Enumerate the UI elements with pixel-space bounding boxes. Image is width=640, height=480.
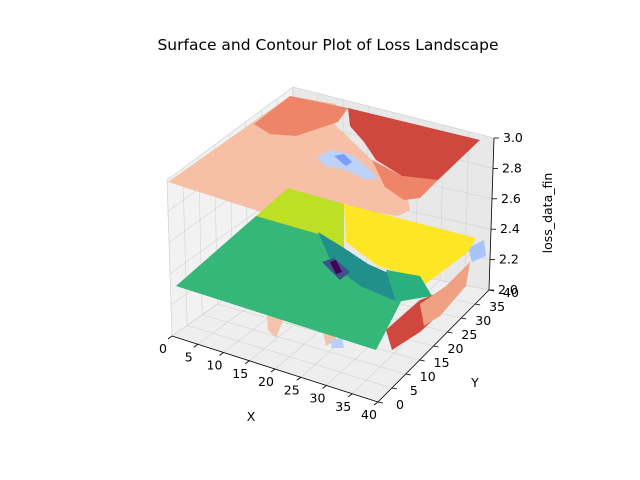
grid-line: [187, 325, 392, 389]
x-tick-mark: [219, 352, 224, 356]
grid-line: [292, 86, 495, 139]
x-tick-mark: [322, 385, 327, 389]
z-tick-label: 2.2: [499, 252, 519, 267]
x-tick-mark: [348, 393, 353, 398]
y-tick-mark: [391, 387, 397, 390]
z-tick-label: 2.4: [500, 221, 520, 236]
y-tick-label: 25: [461, 327, 477, 342]
y-tick-label: 5: [410, 383, 418, 398]
x-tick-mark: [167, 335, 173, 340]
z-axis-line: [488, 137, 495, 291]
z-tick-label: 2.8: [502, 160, 522, 175]
loss-surface: [176, 188, 476, 350]
y-tick-label: 15: [434, 355, 450, 370]
y-tick-label: 20: [448, 341, 464, 356]
z-tick-label: 2.0: [498, 282, 518, 297]
y-tick-mark: [488, 289, 495, 292]
x-tick-label: 35: [335, 399, 351, 414]
surface-region-yellow: [344, 204, 476, 288]
x-axis: 0 5 10 15 20 25 30 35 40 X: [159, 335, 379, 424]
surface-region-teal: [318, 232, 414, 302]
x-tick-label: 15: [232, 366, 248, 381]
floor-trace-salmon-3: [420, 262, 470, 326]
y-tick-label: 10: [420, 369, 436, 384]
floor-trace-light-blue: [330, 338, 344, 348]
y-tick-mark: [419, 359, 425, 362]
surface-region-yellow-green: [256, 188, 344, 248]
grid-line: [217, 303, 420, 361]
y-tick-mark: [405, 373, 411, 376]
contour-region-salmon: [254, 96, 348, 136]
y-tick-mark: [433, 345, 439, 348]
y-tick-mark: [377, 401, 384, 404]
x-axis-label: X: [247, 409, 256, 424]
grid-line: [166, 179, 173, 337]
x-tick-mark: [245, 360, 250, 365]
surface-region-green: [176, 214, 408, 350]
y-tick-mark: [475, 303, 481, 306]
x-tick-label: 5: [185, 349, 193, 364]
contour-region-blue: [334, 154, 352, 166]
z-axis-label: loss_data_fin: [540, 173, 555, 254]
x-tick-label: 20: [258, 374, 274, 389]
x-tick-label: 10: [207, 358, 223, 373]
z-tick-label: 2.6: [501, 191, 521, 206]
x-tick-mark: [193, 343, 198, 348]
x-tick-mark: [270, 368, 276, 373]
surface-valley-minimum: [330, 260, 342, 274]
grid-line: [166, 86, 294, 181]
contour-region-red: [348, 108, 480, 180]
z-axis-ticks: 2.0 2.2 2.4 2.6 2.8 3.0: [489, 130, 523, 297]
x-tick-mark: [296, 376, 301, 381]
contour-plane: [168, 96, 480, 216]
y-tick-label: 40: [503, 285, 519, 300]
grid-line: [464, 131, 470, 286]
x-tick-label: 0: [159, 341, 167, 356]
y-tick-mark: [447, 331, 453, 334]
y-tick-label: 0: [396, 397, 404, 412]
x-axis-ticks: 0 5 10 15 20 25 30 35 40: [159, 335, 379, 422]
y-axis-label: Y: [470, 375, 479, 390]
y-tick-label: 30: [475, 313, 491, 328]
chart-title: Surface and Contour Plot of Loss Landsca…: [157, 36, 498, 54]
z-axis: 2.0 2.2 2.4 2.6 2.8 3.0 loss_data_fin: [488, 130, 555, 297]
x-tick-label: 40: [361, 407, 377, 422]
x-tick-label: 30: [310, 391, 326, 406]
x-tick-label: 25: [284, 382, 300, 397]
x-tick-mark: [373, 401, 379, 406]
y-tick-label: 35: [489, 299, 505, 314]
surface-ridge: [386, 270, 432, 302]
y-tick-mark: [461, 317, 467, 320]
contour-region-salmon-right: [372, 160, 438, 200]
grid-line: [202, 314, 406, 375]
floor-trace-blue-right: [468, 240, 486, 262]
contour-region-light-salmon: [168, 96, 410, 216]
z-tick-label: 3.0: [503, 130, 523, 145]
grid-line: [182, 168, 188, 326]
